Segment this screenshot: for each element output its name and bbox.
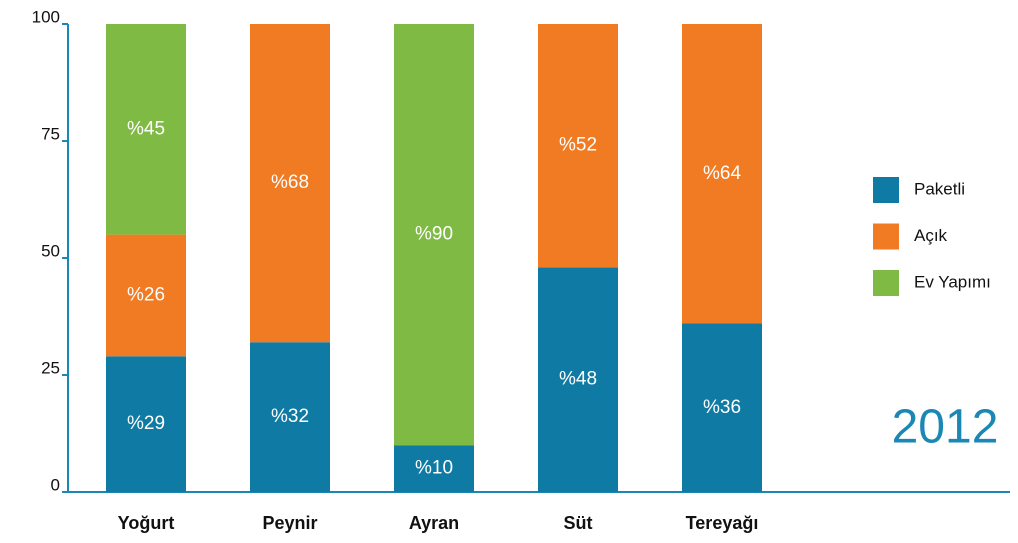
- y-tick-label: 75: [41, 124, 60, 143]
- y-tick-label: 100: [32, 7, 60, 26]
- data-label: %26: [127, 284, 165, 305]
- data-label: %48: [559, 369, 597, 390]
- bar-segment: [106, 356, 186, 492]
- y-tick-label: 0: [51, 475, 60, 494]
- bar-segment: [106, 24, 186, 235]
- y-tick-label: 25: [41, 358, 60, 377]
- bar-segment: [250, 24, 330, 343]
- legend-label: Paketli: [914, 179, 965, 198]
- data-label: %32: [271, 406, 309, 427]
- x-tick-label: Tereyağı: [686, 513, 759, 533]
- legend-swatch: [873, 223, 899, 250]
- bar-segment: [538, 267, 618, 492]
- bar-segment: [538, 24, 618, 268]
- x-tick-label: Yoğurt: [118, 513, 175, 533]
- data-label: %90: [415, 224, 453, 245]
- data-label: %68: [271, 172, 309, 193]
- data-label: %36: [703, 397, 741, 418]
- legend-label: Açık: [914, 226, 948, 245]
- data-label: %10: [415, 458, 453, 479]
- legend-swatch: [873, 177, 899, 203]
- x-tick-label: Ayran: [409, 513, 459, 533]
- data-label: %29: [127, 413, 165, 434]
- legend-swatch: [873, 270, 899, 296]
- x-tick-label: Süt: [564, 513, 593, 533]
- x-tick-label: Peynir: [262, 513, 317, 533]
- bar-segment: [106, 234, 186, 357]
- y-tick-label: 50: [41, 241, 60, 260]
- bar-segment: [682, 24, 762, 324]
- data-label: %52: [559, 135, 597, 156]
- bar-segment: [682, 323, 762, 492]
- bar-segment: [250, 342, 330, 492]
- chart-title: 2012: [892, 401, 999, 454]
- legend-label: Ev Yapımı: [914, 272, 991, 291]
- bar-segment: [394, 24, 474, 446]
- data-label: %64: [703, 163, 741, 184]
- bar-segment: [394, 445, 474, 492]
- data-label: %45: [127, 118, 165, 139]
